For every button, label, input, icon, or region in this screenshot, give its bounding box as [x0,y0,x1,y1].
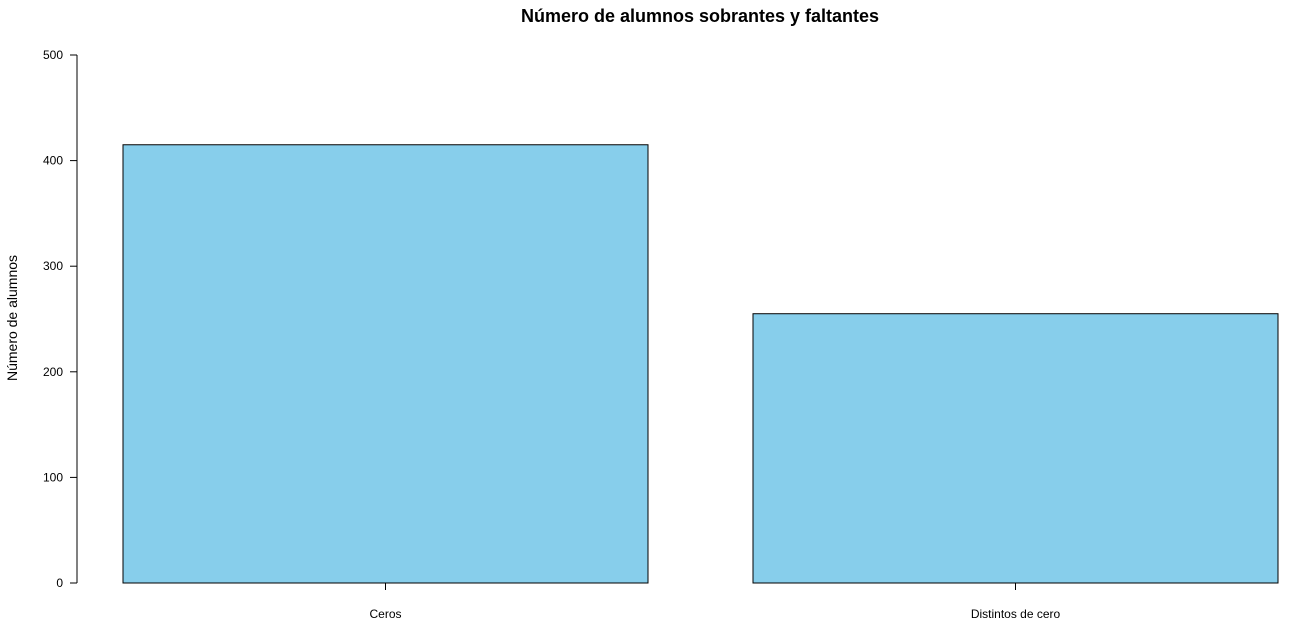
bar-distintos-de-cero [752,313,1279,584]
y-tick-label: 100 [43,470,63,484]
bar-ceros [122,144,649,584]
x-tick-label: Ceros [369,607,401,621]
y-tick-label: 400 [43,154,63,168]
x-tick-label: Distintos de cero [971,607,1061,621]
x-axis: Ceros Distintos de cero [369,583,1061,621]
y-tick-label: 0 [56,576,63,590]
y-axis: 0 100 200 300 400 500 [43,48,78,590]
y-axis-label: Número de alumnos [4,255,20,381]
y-tick-label: 300 [43,259,63,273]
chart-title: Número de alumnos sobrantes y faltantes [521,6,879,26]
y-tick-label: 200 [43,365,63,379]
bars-group [122,144,1279,584]
y-tick-label: 500 [43,48,63,62]
